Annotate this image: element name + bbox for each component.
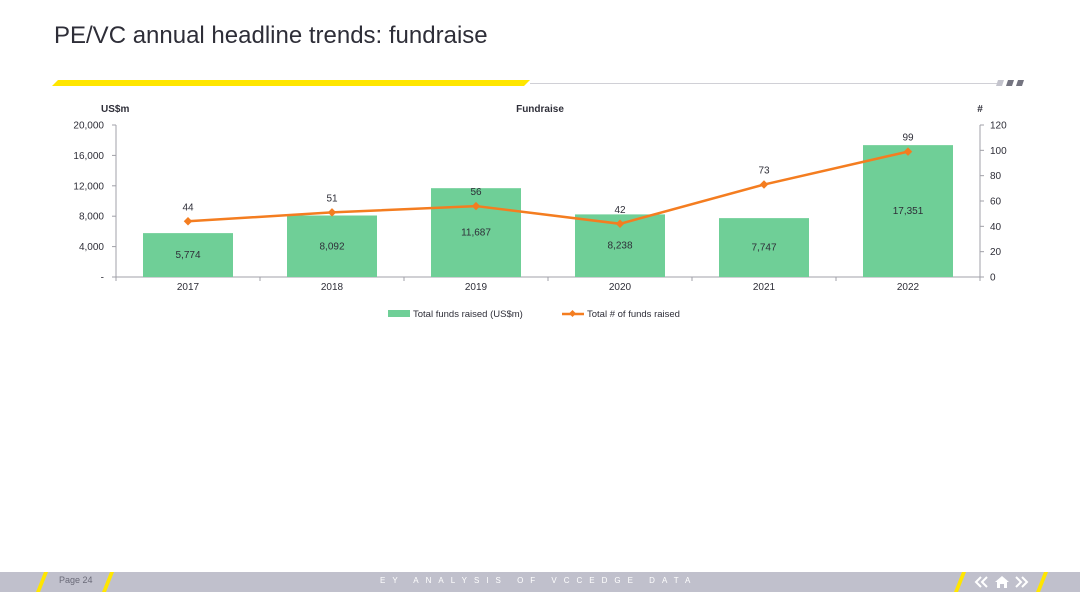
footer-slash-left-2 (102, 572, 114, 592)
left-tick-label: 8,000 (79, 212, 104, 223)
line-point-2019 (471, 201, 481, 211)
left-tick-label: - (101, 273, 104, 284)
left-tick-label: 12,000 (73, 181, 104, 192)
line-value-label: 99 (902, 133, 914, 144)
legend-label-bars: Total funds raised (US$m) (413, 309, 523, 320)
line-point-2021 (759, 180, 769, 189)
bar-value-label: 11,687 (461, 228, 491, 239)
line-value-label: 42 (614, 205, 626, 216)
right-tick-label: 100 (990, 146, 1007, 157)
count-line (187, 150, 909, 226)
legend-swatch-bars (388, 310, 410, 317)
footer-caption: EY ANALYSIS OF VCCEDGE DATA (380, 576, 698, 585)
title-underline-accent (52, 80, 530, 86)
x-tick-label: 2022 (897, 282, 920, 293)
line-point-2017 (183, 217, 193, 226)
double-chevron-right-icon[interactable] (1012, 572, 1030, 592)
right-tick-label: 80 (990, 171, 1002, 182)
bar-value-label: 7,747 (751, 243, 776, 254)
bar-value-label: 17,351 (893, 206, 924, 217)
bar-2021 (719, 218, 809, 277)
footer-slash-left (36, 572, 48, 592)
bar-value-label: 8,238 (607, 241, 632, 252)
right-tick-label: 40 (990, 222, 1002, 233)
x-tick-label: 2020 (609, 282, 632, 293)
line-value-label: 44 (182, 202, 194, 213)
right-tick-label: 20 (990, 247, 1002, 258)
left-tick-label: 20,000 (73, 121, 104, 132)
legend-label-line: Total # of funds raised (587, 309, 680, 320)
footer-bar: Page 24 EY ANALYSIS OF VCCEDGE DATA (0, 572, 1080, 592)
line-value-label: 73 (758, 166, 770, 177)
title-underline-rule (530, 83, 998, 84)
x-tick-label: 2017 (177, 282, 200, 293)
bar-2018 (287, 215, 377, 277)
bar-value-label: 8,092 (319, 241, 344, 252)
title-underline-dashes (996, 80, 1028, 86)
right-axis-title: # (977, 104, 983, 115)
chart-title: Fundraise (516, 104, 564, 115)
line-value-label: 51 (326, 193, 338, 204)
x-tick-label: 2019 (465, 282, 488, 293)
line-value-label: 56 (470, 187, 482, 198)
home-icon[interactable] (993, 572, 1011, 592)
bar-value-label: 5,774 (175, 250, 200, 261)
line-point-2018 (327, 208, 337, 217)
footer-slash-far-right (1036, 572, 1048, 592)
left-axis-title: US$m (101, 104, 129, 115)
right-tick-label: 120 (990, 121, 1007, 132)
x-tick-label: 2018 (321, 282, 344, 293)
footer-slash-right (954, 572, 966, 592)
slide-title: PE/VC annual headline trends: fundraise (54, 22, 488, 49)
bar-2022 (863, 145, 953, 277)
bar-2017 (143, 233, 233, 277)
right-tick-label: 60 (990, 197, 1002, 208)
page-number: Page 24 (59, 575, 93, 585)
left-tick-label: 4,000 (79, 242, 104, 253)
double-chevron-left-icon[interactable] (973, 572, 991, 592)
right-tick-label: 0 (990, 273, 996, 284)
fundraise-chart: US$m Fundraise # - 4,000 8,000 12,000 16,000 20,… (73, 104, 1007, 320)
legend-marker-line (568, 309, 577, 318)
x-tick-label: 2021 (753, 282, 776, 293)
left-tick-label: 16,000 (73, 151, 104, 162)
